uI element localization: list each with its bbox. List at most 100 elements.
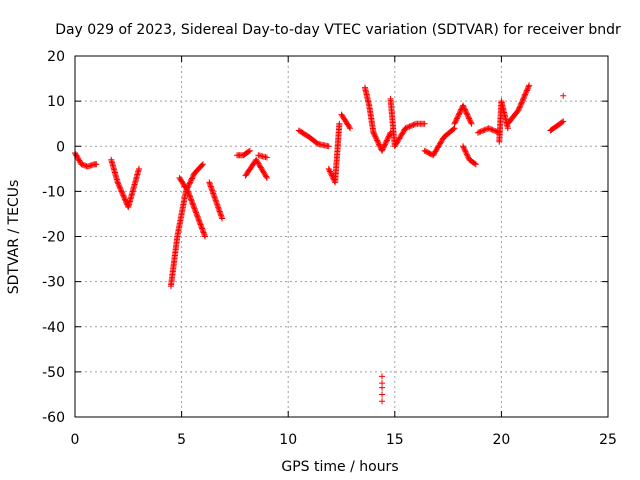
data-point xyxy=(194,212,201,219)
data-point xyxy=(452,118,459,125)
data-point xyxy=(521,92,528,99)
data-point xyxy=(197,220,204,227)
data-point xyxy=(263,174,270,181)
data-point xyxy=(380,143,387,150)
data-point xyxy=(560,118,567,125)
data-point xyxy=(117,185,124,192)
y-axis-label: SDTVAR / TECUs xyxy=(6,180,22,295)
data-point xyxy=(490,127,497,134)
data-point xyxy=(118,188,125,195)
data-point xyxy=(466,116,473,123)
data-point xyxy=(263,154,270,161)
data-point xyxy=(372,133,379,140)
data-point xyxy=(453,116,460,123)
data-point xyxy=(480,127,487,134)
data-point xyxy=(523,88,530,95)
data-point xyxy=(477,128,484,135)
x-tick-label: 10 xyxy=(279,432,297,448)
data-point xyxy=(461,147,468,154)
data-point xyxy=(522,91,529,98)
data-point xyxy=(518,100,525,107)
data-point xyxy=(192,206,199,213)
data-point xyxy=(460,102,467,109)
data-point xyxy=(186,192,193,199)
data-point xyxy=(73,152,80,159)
data-point xyxy=(519,98,526,105)
data-point xyxy=(460,143,467,150)
data-point xyxy=(189,198,196,205)
data-point xyxy=(456,110,463,117)
y-tick-label: -20 xyxy=(42,230,65,246)
data-point xyxy=(455,111,462,118)
data-point xyxy=(198,162,205,169)
data-point xyxy=(456,109,463,116)
data-point xyxy=(468,120,475,127)
data-point xyxy=(185,191,192,198)
data-point xyxy=(385,134,392,141)
data-point xyxy=(336,120,343,127)
data-point xyxy=(405,124,412,131)
data-point xyxy=(384,136,391,143)
data-point xyxy=(382,140,389,147)
x-tick-label: 0 xyxy=(71,432,80,448)
y-tick-labels: -60 -50 -40 -30 -20 -10 0 10 20 xyxy=(42,49,65,426)
data-point xyxy=(453,115,460,122)
data-point xyxy=(519,96,526,103)
data-point xyxy=(200,229,207,236)
data-point xyxy=(463,150,470,157)
data-point xyxy=(192,208,199,215)
data-point xyxy=(193,209,200,216)
data-point xyxy=(380,145,387,152)
data-point xyxy=(198,222,205,229)
data-point xyxy=(559,119,566,126)
data-point xyxy=(407,122,414,129)
data-point xyxy=(200,228,207,235)
data-point xyxy=(522,90,529,97)
data-points xyxy=(72,82,567,405)
data-point xyxy=(379,146,386,153)
data-point xyxy=(409,122,416,129)
data-point xyxy=(375,141,382,148)
x-tick-label: 5 xyxy=(177,432,186,448)
data-point xyxy=(526,82,533,89)
data-point xyxy=(379,384,386,391)
y-tick-label: 10 xyxy=(47,94,65,110)
data-point xyxy=(386,132,393,139)
data-point xyxy=(122,197,129,204)
data-point xyxy=(188,196,195,203)
data-point xyxy=(119,191,126,198)
data-point xyxy=(121,196,128,203)
data-point xyxy=(246,147,253,154)
data-point xyxy=(515,107,522,114)
data-point xyxy=(187,178,194,185)
data-point xyxy=(379,391,386,398)
data-point xyxy=(263,173,270,180)
y-tick-label: 0 xyxy=(56,139,65,155)
data-point xyxy=(520,95,527,102)
data-point xyxy=(462,148,469,155)
data-point xyxy=(219,215,226,222)
data-point xyxy=(347,125,354,132)
data-point xyxy=(467,118,474,125)
data-point xyxy=(451,120,458,127)
data-point xyxy=(72,151,79,158)
data-point xyxy=(185,189,192,196)
data-point xyxy=(116,184,123,191)
axis-ticks xyxy=(74,55,609,418)
x-tick-label: 25 xyxy=(599,432,617,448)
data-point xyxy=(383,137,390,144)
data-point xyxy=(467,119,474,126)
data-point xyxy=(411,121,418,128)
data-point xyxy=(188,175,195,182)
data-point xyxy=(461,145,468,152)
data-point xyxy=(466,115,473,122)
data-point xyxy=(482,126,489,133)
chart-title: Day 029 of 2023, Sidereal Day-to-day VTE… xyxy=(55,22,621,38)
data-point xyxy=(486,125,493,132)
data-point xyxy=(199,161,206,168)
data-point xyxy=(327,169,334,176)
data-point xyxy=(402,125,409,132)
data-point xyxy=(202,233,209,240)
data-point xyxy=(328,172,335,179)
data-point xyxy=(75,156,82,163)
